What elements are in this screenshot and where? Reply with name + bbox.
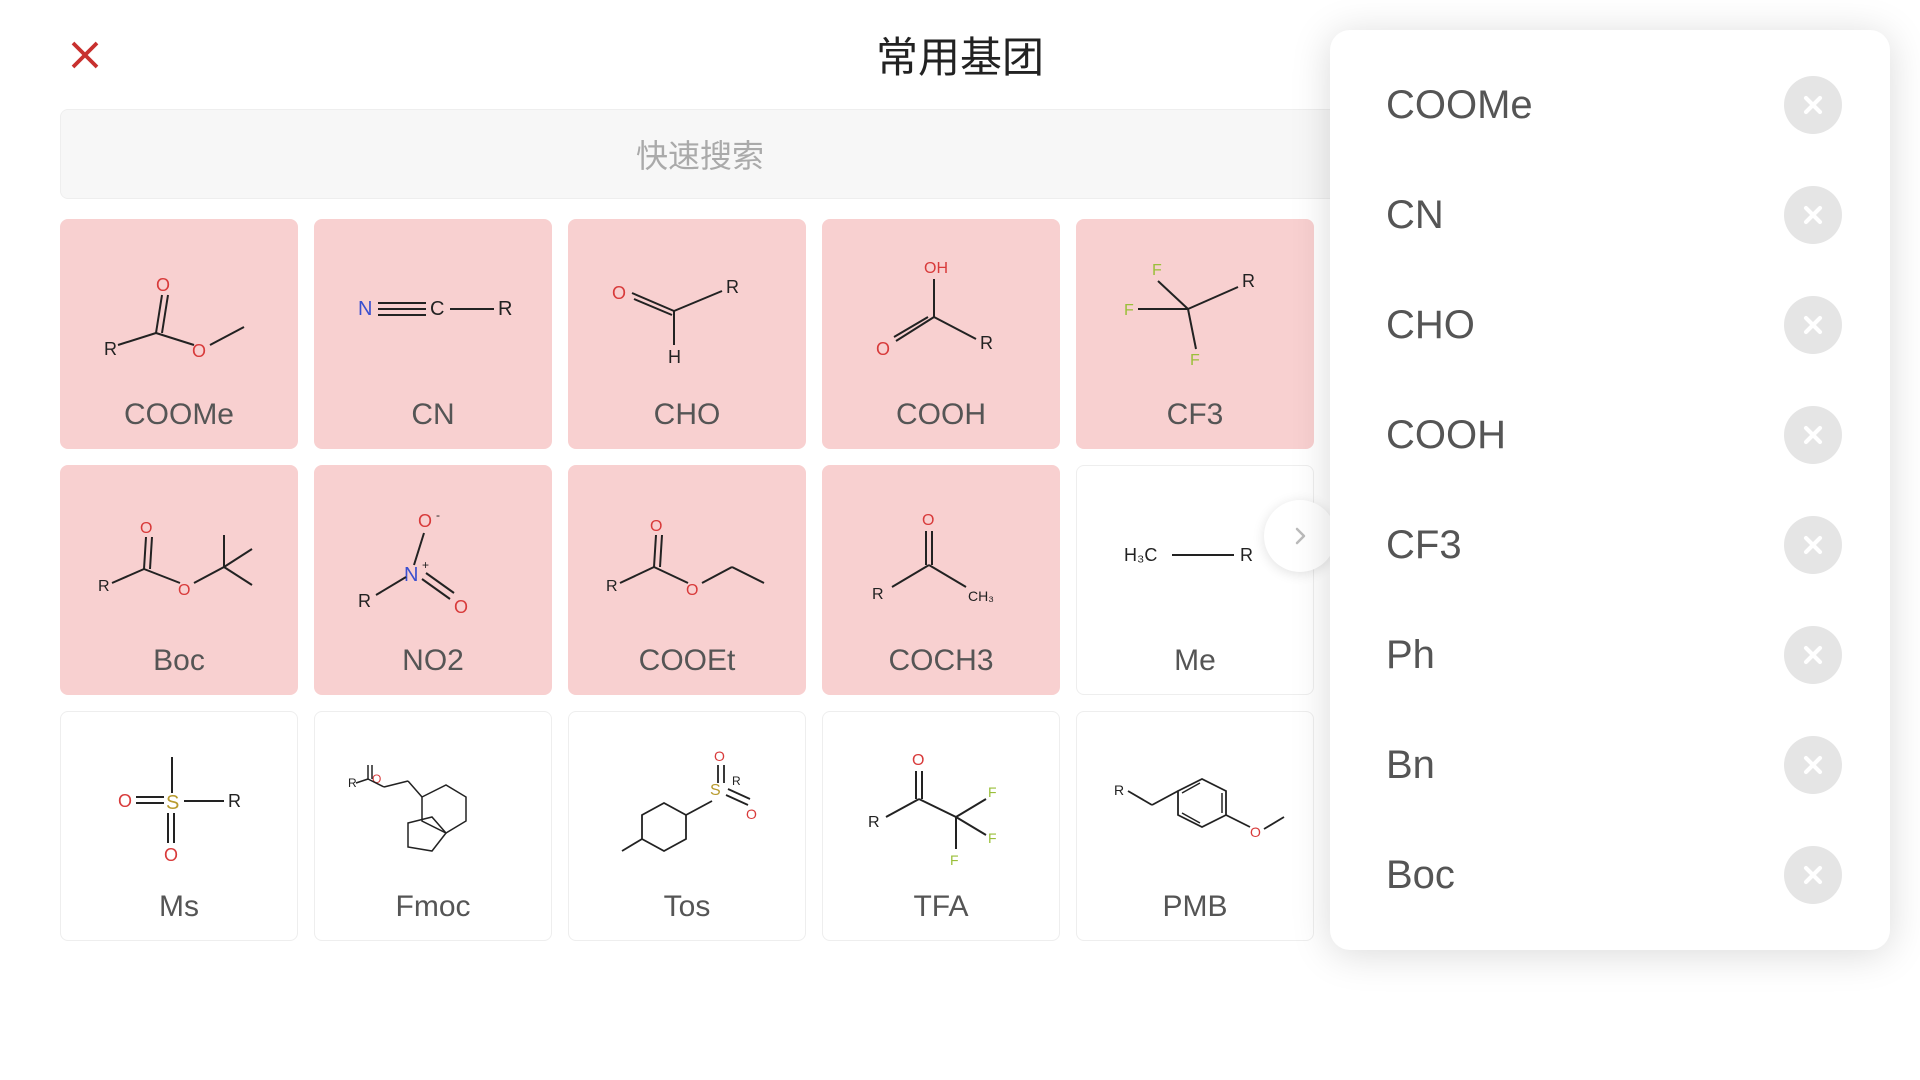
card-label: Me	[1174, 644, 1216, 678]
structure-diagram	[833, 724, 1049, 890]
expand-panel-button[interactable]	[1264, 500, 1336, 572]
structure-diagram	[325, 478, 541, 644]
group-card-cooet[interactable]: COOEt	[568, 465, 806, 695]
group-card-cooh[interactable]: COOH	[822, 219, 1060, 449]
remove-item-button[interactable]	[1784, 76, 1842, 134]
card-label: CHO	[654, 398, 721, 432]
card-label: COOMe	[124, 398, 234, 432]
structure-diagram	[579, 478, 795, 644]
panel-item-label: COOMe	[1386, 83, 1533, 128]
x-icon	[1799, 751, 1827, 779]
panel-item-boc: Boc	[1330, 820, 1890, 930]
search-placeholder-text: 快速搜索	[636, 131, 764, 177]
structure-diagram	[1087, 232, 1303, 398]
panel-item-cooh: COOH	[1330, 380, 1890, 490]
panel-item-label: COOH	[1386, 413, 1506, 458]
panel-item-label: Bn	[1386, 743, 1435, 788]
structure-diagram	[71, 724, 287, 890]
panel-item-label: CN	[1386, 193, 1444, 238]
x-icon	[1799, 531, 1827, 559]
remove-item-button[interactable]	[1784, 736, 1842, 794]
remove-item-button[interactable]	[1784, 406, 1842, 464]
group-card-no2[interactable]: NO2	[314, 465, 552, 695]
remove-item-button[interactable]	[1784, 186, 1842, 244]
card-label: TFA	[913, 890, 968, 924]
card-label: Tos	[664, 890, 711, 924]
group-grid: COOMe CN CHO COOH CF3 Boc NO2 COOEt COCH3 Me Ms Fmo…	[0, 219, 1320, 941]
selected-panel: COOMe CN CHO COOH CF3 Ph Bn Boc	[1330, 30, 1890, 950]
search-input[interactable]: 快速搜索	[60, 109, 1340, 199]
group-card-cf3[interactable]: CF3	[1076, 219, 1314, 449]
card-label: PMB	[1162, 890, 1227, 924]
card-label: Fmoc	[396, 890, 471, 924]
remove-item-button[interactable]	[1784, 846, 1842, 904]
structure-diagram	[1087, 478, 1303, 644]
remove-item-button[interactable]	[1784, 296, 1842, 354]
group-card-boc[interactable]: Boc	[60, 465, 298, 695]
structure-diagram	[579, 724, 795, 890]
card-label: COCH3	[888, 644, 993, 678]
x-icon	[1799, 641, 1827, 669]
panel-item-cn: CN	[1330, 160, 1890, 270]
group-card-coch3[interactable]: COCH3	[822, 465, 1060, 695]
group-card-ms[interactable]: Ms	[60, 711, 298, 941]
card-label: CF3	[1167, 398, 1224, 432]
structure-diagram	[833, 478, 1049, 644]
remove-item-button[interactable]	[1784, 516, 1842, 574]
panel-item-ph: Ph	[1330, 600, 1890, 710]
close-button[interactable]	[60, 30, 110, 80]
x-icon	[1799, 201, 1827, 229]
panel-item-cf3: CF3	[1330, 490, 1890, 600]
x-icon	[1799, 861, 1827, 889]
group-card-cho[interactable]: CHO	[568, 219, 806, 449]
x-icon	[1799, 91, 1827, 119]
close-icon	[67, 37, 103, 73]
card-label: CN	[411, 398, 454, 432]
group-card-pmb[interactable]: PMB	[1076, 711, 1314, 941]
card-label: NO2	[402, 644, 464, 678]
panel-item-cho: CHO	[1330, 270, 1890, 380]
card-label: Ms	[159, 890, 199, 924]
panel-item-coome: COOMe	[1330, 50, 1890, 160]
group-card-tos[interactable]: Tos	[568, 711, 806, 941]
structure-diagram	[325, 232, 541, 398]
remove-item-button[interactable]	[1784, 626, 1842, 684]
group-card-fmoc[interactable]: Fmoc	[314, 711, 552, 941]
structure-diagram	[325, 724, 541, 890]
structure-diagram	[71, 478, 287, 644]
group-card-cn[interactable]: CN	[314, 219, 552, 449]
structure-diagram	[833, 232, 1049, 398]
card-label: COOEt	[639, 644, 736, 678]
chevron-right-icon	[1288, 524, 1312, 548]
panel-item-bn: Bn	[1330, 710, 1890, 820]
structure-diagram	[71, 232, 287, 398]
x-icon	[1799, 421, 1827, 449]
structure-diagram	[579, 232, 795, 398]
group-card-coome[interactable]: COOMe	[60, 219, 298, 449]
card-label: Boc	[153, 644, 205, 678]
group-card-tfa[interactable]: TFA	[822, 711, 1060, 941]
panel-item-label: Boc	[1386, 853, 1455, 898]
panel-item-label: CF3	[1386, 523, 1462, 568]
structure-diagram	[1087, 724, 1303, 890]
panel-item-label: Ph	[1386, 633, 1435, 678]
panel-item-label: CHO	[1386, 303, 1475, 348]
group-card-me[interactable]: Me	[1076, 465, 1314, 695]
card-label: COOH	[896, 398, 986, 432]
x-icon	[1799, 311, 1827, 339]
